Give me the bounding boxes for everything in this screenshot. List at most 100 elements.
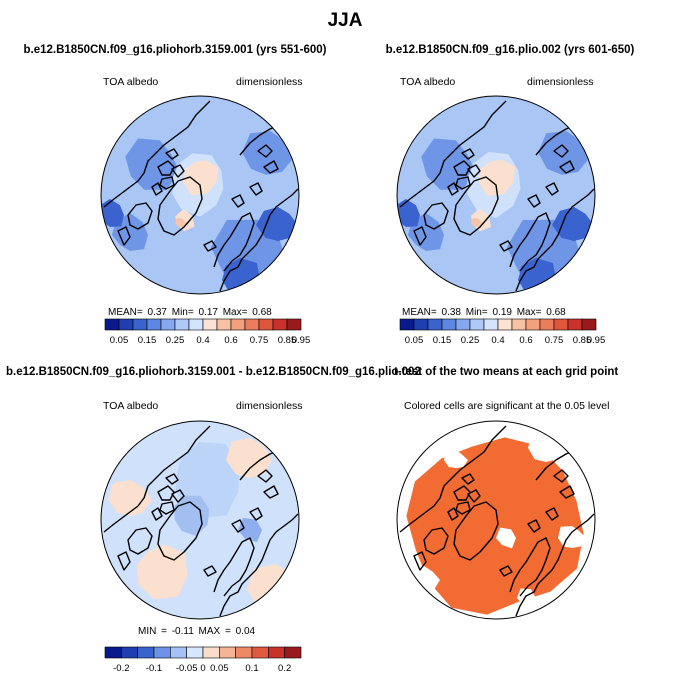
panel2-colorbar-tick-label-5: 0.75: [545, 335, 564, 346]
panel2-colorbar-tick-label-4: 0.6: [519, 335, 532, 346]
panel4-polar-map: [396, 420, 596, 620]
panel4-coastline-6: [399, 425, 507, 533]
panel4-region-5: [496, 527, 516, 549]
panel4-coastline-7: [423, 527, 449, 555]
panel2-colorbar-swatch-2: [427, 318, 443, 331]
panel3-coastline-6: [103, 425, 211, 533]
panel3-coastline-15: [257, 469, 273, 483]
panel3-region-4: [108, 480, 152, 516]
panel1-coastline-10: [213, 212, 255, 272]
panel3-colorbar-tick-label-3: 0: [200, 663, 205, 674]
panel3-colorbar-swatch-7: [219, 646, 236, 659]
panel3-coastline-12: [249, 507, 263, 521]
panel3-variable-label: TOA albedo: [103, 400, 159, 412]
panel4-coastline-16: [499, 565, 513, 577]
panel3-coastline-16: [203, 565, 217, 577]
panel1-region-12: [175, 217, 186, 228]
panel1-coastline-11: [231, 194, 245, 208]
panel2-coastline-2: [455, 176, 471, 190]
panel2-colorbar-swatch-8: [511, 318, 527, 331]
panel1-colorbar-swatch-4: [160, 318, 176, 331]
panel1-coastline-5: [165, 148, 179, 160]
panel3-coastline-7: [127, 527, 153, 555]
panel1-variable-label: TOA albedo: [103, 76, 159, 88]
main-title: JJA: [327, 10, 363, 31]
panel4-coastline-0: [453, 501, 499, 561]
panel1-coastline-16: [203, 240, 217, 252]
panel1-coastline-6: [103, 100, 211, 208]
panel3-coastline-1: [157, 485, 175, 501]
panel1-coastline-2: [159, 176, 175, 190]
panel4-coastline-5: [461, 473, 475, 485]
panel2-colorbar-swatch-4: [455, 318, 471, 331]
panel1-colorbar-tick-label-7: 0.95: [292, 335, 311, 346]
panel2-region-5: [538, 131, 590, 175]
panel3-colorbar-tick-label-1: -0.1: [146, 663, 162, 674]
panel1-colorbar-tick-label-6: 0.85: [278, 335, 297, 346]
panel3-units-label: dimensionless: [236, 400, 303, 412]
panel1-colorbar-swatch-0: [104, 318, 120, 331]
panel1-stats: MEAN= 0.37 Min= 0.17 Max= 0.68: [108, 307, 272, 318]
panel4-coastline-4: [447, 507, 459, 521]
panel1-colorbar-tick-label-4: 0.6: [224, 335, 237, 346]
panel3-colorbar-swatch-6: [202, 646, 220, 659]
panel2-colorbar-tick-label-2: 0.25: [461, 335, 480, 346]
panel2-colorbar-swatch-11: [553, 318, 569, 331]
panel4-coastline-15: [553, 469, 569, 483]
panel3-coastline-10: [213, 537, 255, 597]
panel1-colorbar-tick-label-5: 0.75: [250, 335, 269, 346]
panel2-region-10: [478, 159, 516, 197]
panel3-colorbar-swatch-9: [251, 646, 269, 659]
panel2-colorbar-tick-label-1: 0.15: [433, 335, 452, 346]
panel2-colorbar-swatch-9: [525, 318, 541, 331]
panel3-region-7: [238, 517, 262, 543]
panel2-coastline-4: [447, 182, 459, 196]
panel4-coastline-1: [453, 485, 471, 501]
panel2-colorbar-swatch-12: [567, 318, 583, 331]
panel1-colorbar-tick-label-1: 0.15: [138, 335, 157, 346]
panel3-coastline-0: [157, 501, 203, 561]
panel1-colorbar-swatch-11: [258, 318, 274, 331]
panel3-colorbar-tick-label-4: 0.05: [210, 663, 229, 674]
panel1-coastline-13: [263, 160, 279, 174]
panel1-field: [101, 96, 299, 294]
panel3-colorbar-tick-label-5: 0.1: [245, 663, 258, 674]
panel3-coastline-8: [117, 551, 131, 571]
panel1-coastline-0: [157, 176, 203, 236]
panel2-coastline-5: [461, 148, 475, 160]
panel2-map-border: [396, 95, 596, 295]
panel1-colorbar-swatch-6: [188, 318, 204, 331]
panel2-coastline-13: [559, 160, 575, 174]
panel2-colorbar: 0.05 0.15 0.25 0.4 0.6 0.75 0.850.95: [399, 318, 605, 346]
panel1-colorbar-swatch-8: [216, 318, 232, 331]
panel4-coastline-12: [545, 507, 559, 521]
panel2-coastline-9: [515, 188, 595, 292]
panel2-colorbar-tick-label-7: 0.95: [587, 335, 606, 346]
panel2-units-label: dimensionless: [527, 76, 594, 88]
panel3-colorbar-swatch-8: [235, 646, 253, 659]
panel3-coastline-13: [263, 485, 279, 499]
panel2-colorbar-swatch-7: [497, 318, 513, 331]
panel3-colorbar-tick-label-2: -0.05: [176, 663, 198, 674]
panel3-colorbar-swatch-2: [137, 646, 155, 659]
panel4-title: t-test of the two means at each grid poi…: [394, 366, 619, 378]
panel1-region-10: [183, 160, 219, 196]
panel4-coastline-3: [467, 489, 481, 503]
panel3-colorbar-swatch-1: [121, 646, 138, 659]
panel2-variable-label: TOA albedo: [400, 76, 456, 88]
panel2-coastline-15: [553, 144, 569, 158]
panel2-coastline-6: [399, 100, 507, 208]
panel2-coastline-12: [545, 182, 559, 196]
panel3-field: [101, 421, 299, 619]
panel1-coastline-3: [171, 164, 185, 178]
panel3-region-2: [136, 544, 188, 600]
panel2-field: [397, 96, 595, 294]
panel1-coastline-7: [127, 202, 153, 230]
panel4-coastline-2: [455, 501, 471, 515]
panel2-coastline-11: [527, 194, 541, 208]
panel4-region-1: [406, 437, 584, 615]
panel3-stats: MIN = -0.11 MAX = 0.04: [138, 626, 256, 637]
panel3-coastline-2: [159, 501, 175, 515]
panel2-coastline-8: [413, 226, 427, 246]
panel2-region-12: [471, 217, 482, 228]
